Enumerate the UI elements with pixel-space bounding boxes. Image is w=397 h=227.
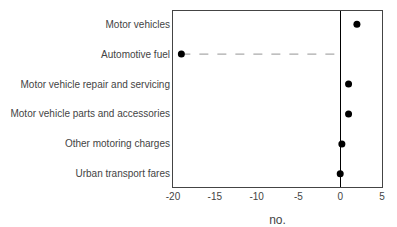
svg-text:no.: no.: [269, 213, 286, 227]
svg-text:Motor vehicles: Motor vehicles: [106, 19, 170, 30]
svg-text:Motor vehicle parts and access: Motor vehicle parts and accessories: [10, 108, 170, 119]
svg-text:-15: -15: [208, 191, 223, 202]
svg-text:-5: -5: [294, 191, 303, 202]
svg-text:5: 5: [379, 191, 385, 202]
svg-text:Automotive fuel: Automotive fuel: [101, 49, 170, 60]
svg-text:Other motoring charges: Other motoring charges: [65, 138, 170, 149]
svg-text:Urban transport fares: Urban transport fares: [76, 168, 171, 179]
svg-text:Motor vehicle repair and servi: Motor vehicle repair and servicing: [20, 79, 170, 90]
svg-text:0: 0: [337, 191, 343, 202]
svg-text:-20: -20: [166, 191, 181, 202]
svg-text:-10: -10: [249, 191, 264, 202]
